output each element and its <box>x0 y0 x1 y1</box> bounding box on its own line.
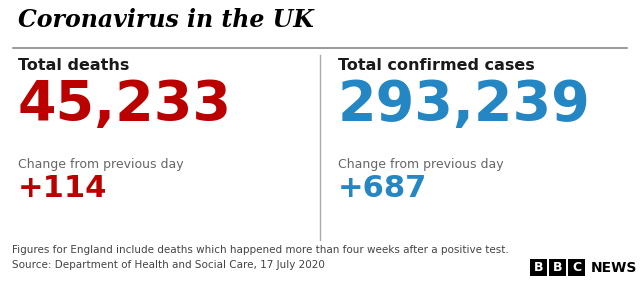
Text: Change from previous day: Change from previous day <box>338 158 504 171</box>
Text: Source: Department of Health and Social Care, 17 July 2020: Source: Department of Health and Social … <box>12 260 325 270</box>
Text: 45,233: 45,233 <box>18 78 232 132</box>
FancyBboxPatch shape <box>530 259 547 276</box>
Text: Change from previous day: Change from previous day <box>18 158 184 171</box>
FancyBboxPatch shape <box>568 259 585 276</box>
Text: Total confirmed cases: Total confirmed cases <box>338 58 535 73</box>
Text: NEWS: NEWS <box>591 260 637 274</box>
Text: Total deaths: Total deaths <box>18 58 129 73</box>
FancyBboxPatch shape <box>549 259 566 276</box>
Text: Figures for England include deaths which happened more than four weeks after a p: Figures for England include deaths which… <box>12 245 509 255</box>
Text: C: C <box>572 261 581 274</box>
Text: +114: +114 <box>18 174 108 203</box>
Text: B: B <box>534 261 543 274</box>
Text: +687: +687 <box>338 174 428 203</box>
Text: Coronavirus in the UK: Coronavirus in the UK <box>18 8 314 32</box>
Text: 293,239: 293,239 <box>338 78 591 132</box>
Text: B: B <box>553 261 563 274</box>
